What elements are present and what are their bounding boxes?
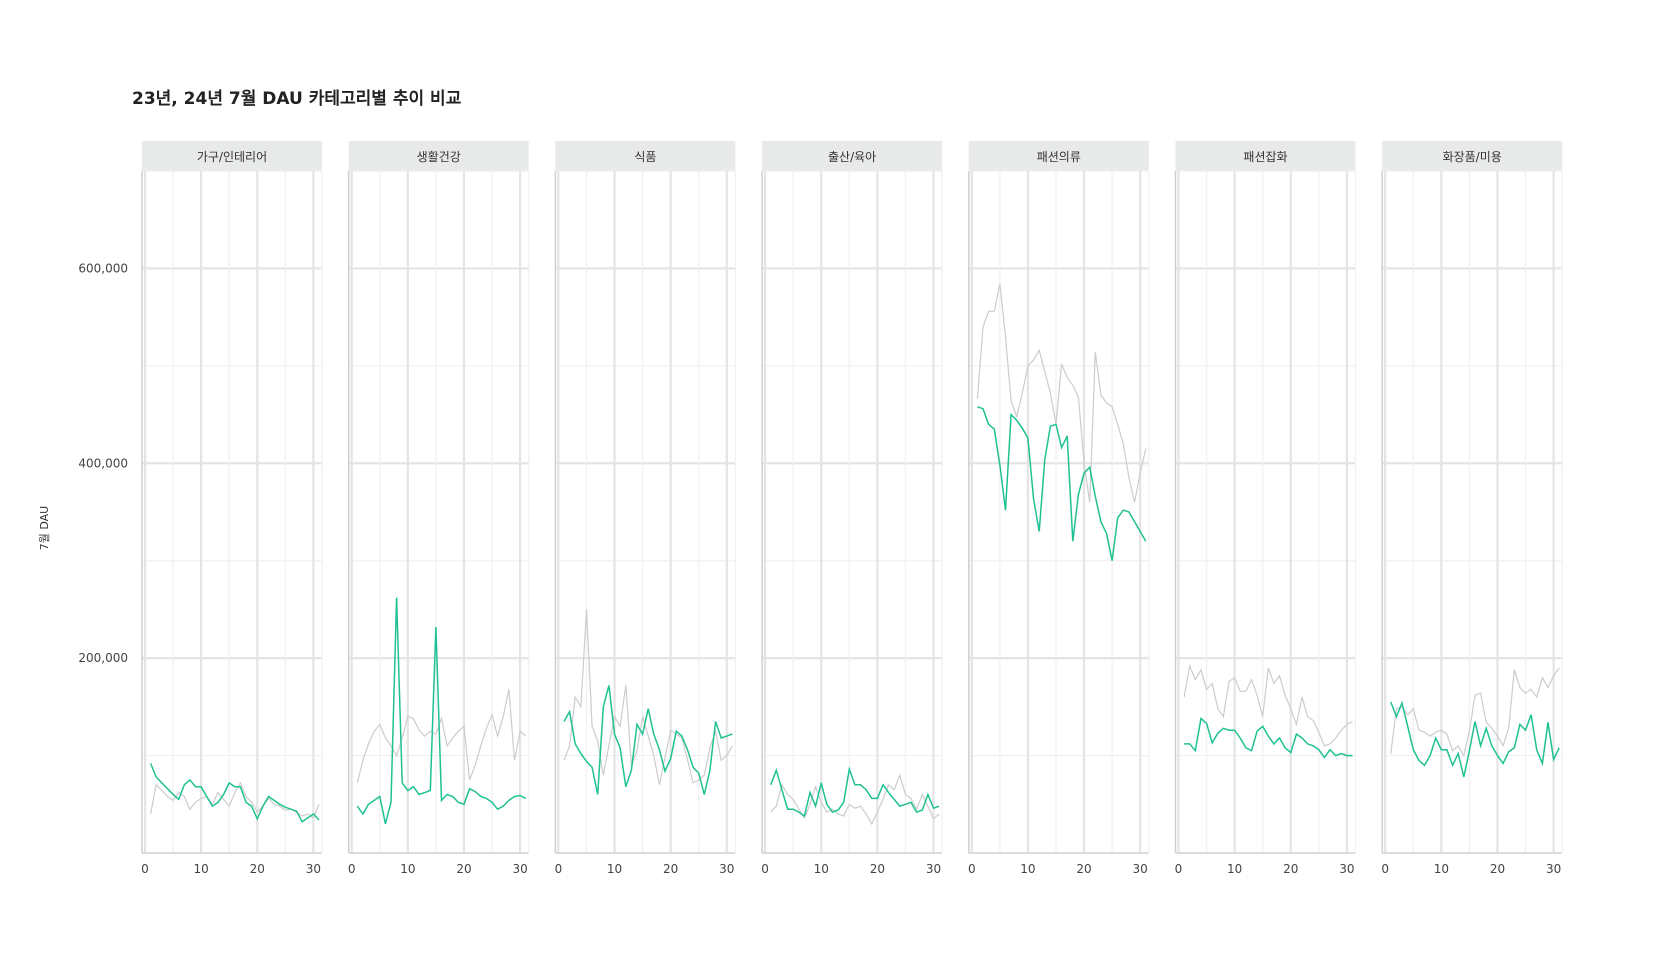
x-tick-label: 30 bbox=[719, 862, 734, 876]
x-tick-label: 0 bbox=[1381, 862, 1389, 876]
chart-title: 23년, 24년 7월 DAU 카테고리별 추이 비교 bbox=[132, 89, 462, 109]
x-tick-label: 0 bbox=[968, 862, 976, 876]
x-tick-label: 20 bbox=[456, 862, 471, 876]
facet-strip-label: 패션의류 bbox=[1037, 150, 1081, 164]
x-tick-label: 30 bbox=[1339, 862, 1354, 876]
facet-panel: 식품 0 10 20 30 bbox=[555, 141, 737, 876]
facet-strip-label: 패션잡화 bbox=[1243, 150, 1287, 164]
x-tick-label: 30 bbox=[512, 862, 527, 876]
x-tick-label: 0 bbox=[348, 862, 356, 876]
x-tick-label: 0 bbox=[141, 862, 149, 876]
facet-strip bbox=[968, 141, 1149, 171]
facet-panel: 출산/육아 0 10 20 30 bbox=[761, 141, 943, 876]
x-tick-label: 30 bbox=[926, 862, 941, 876]
facet-panel: 화장품/미용 0 10 20 30 bbox=[1381, 141, 1563, 876]
facet-strip bbox=[142, 141, 322, 171]
x-tick-label: 20 bbox=[663, 862, 678, 876]
series-2023-line bbox=[150, 781, 320, 819]
series-2023-line bbox=[1183, 663, 1353, 747]
facet-panel: 패션의류 0 10 20 30 bbox=[968, 141, 1150, 876]
y-tick-label: 400,000 bbox=[78, 456, 128, 470]
facet-strip-label: 생활건강 bbox=[417, 150, 461, 164]
series-2024-line bbox=[977, 406, 1147, 561]
facet-panel: 패션잡화 0 10 20 30 bbox=[1175, 141, 1357, 876]
facet-strip bbox=[762, 141, 943, 171]
series-2024-line bbox=[149, 763, 320, 823]
x-tick-label: 10 bbox=[607, 862, 622, 876]
series-2023-line bbox=[770, 773, 940, 826]
facet-strip bbox=[348, 141, 529, 171]
facet-strip bbox=[1175, 141, 1356, 171]
x-tick-label: 30 bbox=[1546, 862, 1561, 876]
series-2024-line bbox=[1390, 700, 1560, 778]
facet-panel: 가구/인테리어 0 10 20 30 bbox=[141, 141, 323, 876]
x-tick-label: 20 bbox=[870, 862, 885, 876]
x-tick-label: 0 bbox=[555, 862, 563, 876]
facet-panel: 생활건강 0 10 20 30 bbox=[348, 141, 530, 876]
facet-strip-label: 가구/인테리어 bbox=[197, 150, 267, 164]
x-tick-label: 20 bbox=[250, 862, 265, 876]
x-tick-label: 30 bbox=[1133, 862, 1148, 876]
x-tick-label: 10 bbox=[1227, 862, 1242, 876]
x-tick-label: 10 bbox=[193, 862, 208, 876]
series-2024-line bbox=[769, 766, 940, 818]
facet-strip bbox=[555, 141, 736, 171]
x-tick-label: 20 bbox=[1076, 862, 1091, 876]
x-tick-label: 10 bbox=[814, 862, 829, 876]
series-2024-line bbox=[1184, 717, 1353, 759]
series-2024-line bbox=[563, 685, 733, 795]
y-tick-label: 600,000 bbox=[78, 261, 128, 275]
series-2023-line bbox=[976, 283, 1147, 503]
y-tick-label: 200,000 bbox=[78, 651, 128, 665]
facet-strip-label: 화장품/미용 bbox=[1443, 150, 1502, 164]
x-tick-label: 0 bbox=[1175, 862, 1183, 876]
series-2023-line bbox=[356, 689, 527, 784]
series-2023-line bbox=[563, 609, 733, 785]
x-tick-label: 20 bbox=[1283, 862, 1298, 876]
x-tick-label: 20 bbox=[1490, 862, 1505, 876]
x-tick-label: 10 bbox=[1020, 862, 1035, 876]
x-tick-label: 10 bbox=[1434, 862, 1449, 876]
series-2024-line bbox=[356, 597, 527, 824]
series-2023-line bbox=[1390, 667, 1560, 758]
facet-strip-label: 출산/육아 bbox=[828, 150, 876, 164]
x-tick-label: 30 bbox=[306, 862, 321, 876]
x-tick-label: 0 bbox=[761, 862, 769, 876]
x-tick-label: 10 bbox=[400, 862, 415, 876]
facet-strip bbox=[1382, 141, 1563, 171]
facet-strip-label: 식품 bbox=[634, 150, 656, 164]
